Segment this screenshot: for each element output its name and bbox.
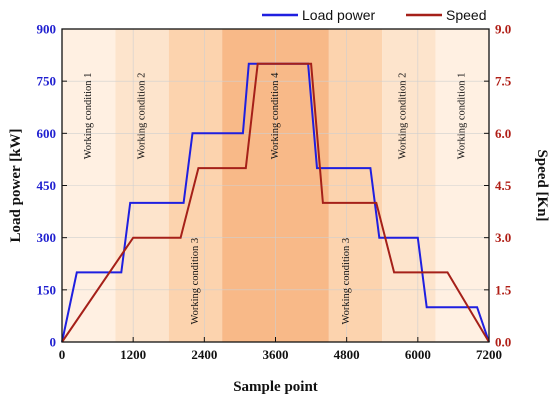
- series-line-speed: [61, 62, 490, 343]
- left-axis-title: Load power [kW]: [8, 129, 24, 243]
- zone-label-1: Working condition 1: [83, 73, 94, 160]
- legend-label-speed: Speed: [446, 7, 486, 23]
- x-axis-title: Sample point: [233, 379, 318, 395]
- right-tick-label: 7.5: [495, 74, 512, 89]
- zone-label-3: Working condition 3: [190, 238, 201, 325]
- zone-label-5: Working condition 3: [341, 238, 352, 325]
- zone-label-6: Working condition 2: [397, 73, 408, 160]
- right-tick-label: 0.0: [495, 335, 511, 350]
- left-tick-label: 150: [37, 282, 57, 297]
- left-tick-label: 300: [37, 230, 57, 245]
- x-tick-label: 3600: [263, 347, 289, 362]
- right-axis-title: Speed [Kn]: [534, 149, 550, 221]
- left-tick-label: 600: [37, 126, 57, 141]
- zone-label-7: Working condition 1: [457, 73, 468, 160]
- right-tick-label: 6.0: [495, 126, 511, 141]
- left-tick-label: 450: [37, 178, 57, 193]
- x-tick-label: 6000: [405, 347, 431, 362]
- x-tick-label: 0: [59, 347, 66, 362]
- zone-label-4: Working condition 4: [270, 72, 281, 159]
- left-tick-label: 750: [37, 74, 57, 89]
- x-tick-label: 1200: [120, 347, 146, 362]
- right-tick-label: 4.5: [495, 178, 512, 193]
- x-tick-label: 4800: [334, 347, 360, 362]
- right-tick-label: 1.5: [495, 282, 512, 297]
- legend-box: [258, 5, 490, 25]
- right-tick-label: 3.0: [495, 230, 511, 245]
- legend-label-load-power: Load power: [302, 7, 376, 23]
- x-tick-label: 7200: [476, 347, 502, 362]
- right-tick-label: 9.0: [495, 22, 511, 37]
- left-tick-label: 0: [50, 335, 57, 350]
- zone-label-2: Working condition 2: [136, 73, 147, 160]
- x-tick-label: 2400: [191, 347, 217, 362]
- left-tick-label: 900: [37, 22, 57, 37]
